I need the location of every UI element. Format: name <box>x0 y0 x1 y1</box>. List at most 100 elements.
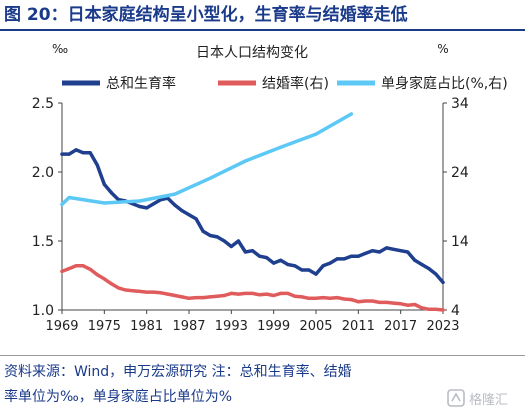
data-point <box>307 268 311 272</box>
data-point <box>88 151 92 155</box>
data-point <box>67 195 71 200</box>
data-point <box>293 294 297 298</box>
data-point <box>138 289 142 293</box>
data-point <box>88 267 92 271</box>
data-point <box>413 302 417 307</box>
data-point <box>102 182 106 186</box>
data-point <box>159 198 163 202</box>
data-point <box>335 296 339 300</box>
data-point <box>258 293 262 297</box>
data-point <box>180 295 184 299</box>
data-point <box>152 202 156 206</box>
right-tick-label: 4 <box>451 303 460 319</box>
left-tick-label: 2.0 <box>32 165 54 181</box>
data-point <box>286 291 290 295</box>
data-point <box>145 206 149 210</box>
data-point <box>201 296 205 300</box>
source-note-line-2: 率单位为‰，单身家庭占比单位为% <box>4 389 233 405</box>
right-axis-unit: % <box>437 42 448 56</box>
x-tick-label: 1999 <box>257 319 290 334</box>
data-point <box>95 163 99 167</box>
watermark: 格隆汇 <box>447 384 521 412</box>
data-point <box>356 254 360 258</box>
x-tick-label: 2017 <box>384 319 417 334</box>
series-line <box>60 148 445 285</box>
data-point <box>314 272 318 276</box>
data-point <box>363 251 367 255</box>
legend-label: 单身家庭占比(%,右) <box>381 75 508 92</box>
data-point <box>131 289 135 293</box>
data-point <box>349 298 353 302</box>
data-point <box>116 198 120 202</box>
data-point <box>300 268 304 272</box>
x-tick-label: 1987 <box>172 319 205 334</box>
left-tick-label: 2.5 <box>32 96 54 112</box>
data-point <box>81 264 85 268</box>
data-point <box>434 307 438 311</box>
series-1 <box>60 148 445 285</box>
data-point <box>222 239 226 243</box>
data-point <box>420 306 424 310</box>
source-note-line-1: 资料来源：Wind，申万宏源研究 注：总和生育率、结婚 <box>4 364 352 380</box>
data-point <box>321 296 325 300</box>
data-point <box>427 267 431 271</box>
data-point <box>427 307 431 311</box>
data-point <box>243 250 247 254</box>
legend-label: 结婚率(右) <box>262 75 329 92</box>
data-point <box>377 250 382 254</box>
data-point <box>392 247 396 251</box>
x-tick-label: 1981 <box>130 319 163 334</box>
data-point <box>349 112 353 116</box>
source-note: 资料来源：Wind，申万宏源研究 注：总和生育率、结婚 率单位为‰，单身家庭占比… <box>4 360 444 410</box>
data-point <box>250 291 255 295</box>
data-point <box>342 257 346 261</box>
data-point <box>215 294 219 298</box>
data-point <box>265 256 269 260</box>
data-point <box>229 291 233 295</box>
data-point <box>385 246 389 250</box>
data-point <box>194 217 198 221</box>
data-point <box>293 264 297 268</box>
data-point <box>187 213 191 217</box>
legend-label: 总和生育率 <box>106 75 176 92</box>
data-point <box>166 292 170 296</box>
series-3 <box>60 112 354 207</box>
data-point <box>406 303 410 307</box>
watermark-logo-icon <box>447 389 465 407</box>
data-point <box>180 209 184 213</box>
data-point <box>279 291 283 295</box>
data-point <box>279 145 283 149</box>
left-tick-label: 1.5 <box>32 234 54 250</box>
series-2 <box>60 264 445 312</box>
footer-divider <box>0 355 525 356</box>
figure-title: 图 20：日本家庭结构呈小型化，生育率与结婚率走低 <box>0 0 525 31</box>
legend: 总和生育率 结婚率(右) 单身家庭占比(%,右) <box>62 75 508 92</box>
series-line <box>60 112 354 207</box>
data-point <box>215 235 219 239</box>
data-point <box>441 308 445 312</box>
data-point <box>279 258 283 262</box>
data-point <box>342 297 346 301</box>
data-point <box>377 300 382 304</box>
data-point <box>152 290 156 294</box>
data-point <box>328 296 332 300</box>
data-point <box>109 282 113 286</box>
x-tick-label: 1975 <box>88 319 121 334</box>
data-point <box>356 300 360 304</box>
data-point <box>236 239 240 243</box>
data-point <box>236 292 240 296</box>
right-tick-label: 24 <box>451 165 469 181</box>
data-point <box>74 148 78 152</box>
data-point <box>265 292 269 296</box>
data-point <box>314 296 318 300</box>
watermark-text: 格隆汇 <box>469 392 509 408</box>
data-point <box>208 295 212 299</box>
data-point <box>208 176 212 180</box>
data-point <box>328 261 332 265</box>
x-tick-label: 1969 <box>45 319 78 334</box>
data-point <box>272 261 276 265</box>
data-point <box>60 152 64 156</box>
data-point <box>399 302 403 306</box>
data-point <box>243 159 247 163</box>
data-point <box>385 300 389 304</box>
